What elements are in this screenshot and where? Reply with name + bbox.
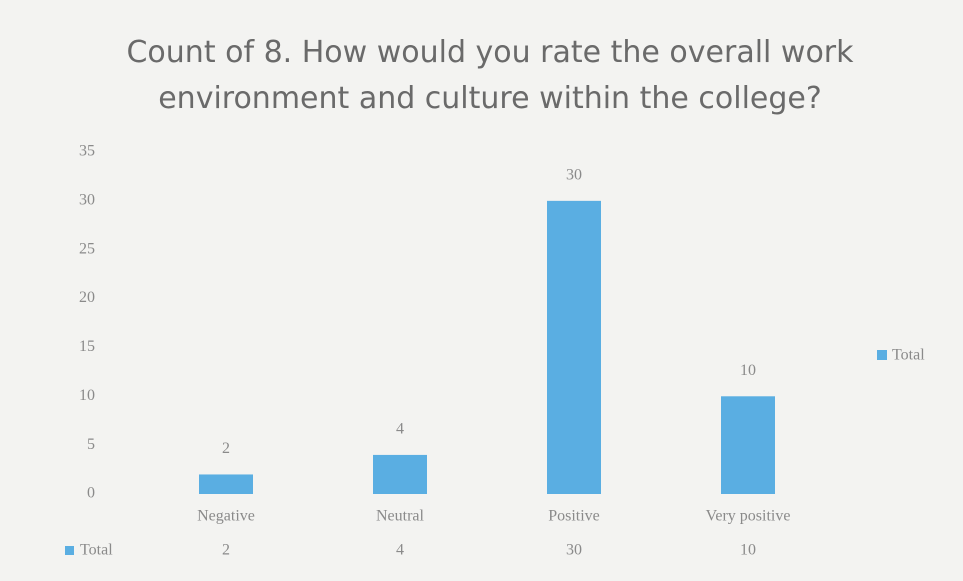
y-tick-label: 0 [87,485,95,502]
y-tick-label: 35 [79,143,95,160]
data-table-value: 4 [396,542,404,559]
y-tick-label: 30 [79,192,95,209]
chart-title: Count of 8. How would you rate the overa… [126,35,854,116]
legend-label: Total [892,347,925,364]
x-tick-label: Very positive [706,508,791,525]
bar [547,200,601,494]
data-label: 10 [740,362,756,379]
data-label: 2 [222,440,230,457]
legend-swatch [877,350,887,360]
x-tick-label: Positive [548,508,600,525]
data-label: 4 [396,421,404,438]
data-table-label: Total [80,542,113,559]
bar [373,454,427,494]
y-tick-label: 5 [87,436,95,453]
y-tick-label: 15 [79,338,95,355]
data-table-swatch [65,546,74,555]
data-table-value: 2 [222,542,230,559]
bar [199,474,253,494]
data-table-value: 10 [740,542,756,559]
y-tick-label: 25 [79,240,95,257]
x-tick-label: Neutral [376,508,425,525]
x-tick-label: Negative [197,508,255,525]
data-table-value: 30 [566,542,582,559]
y-tick-label: 10 [79,387,95,404]
bar [721,396,775,494]
y-tick-label: 20 [79,289,95,306]
data-label: 30 [566,167,582,184]
